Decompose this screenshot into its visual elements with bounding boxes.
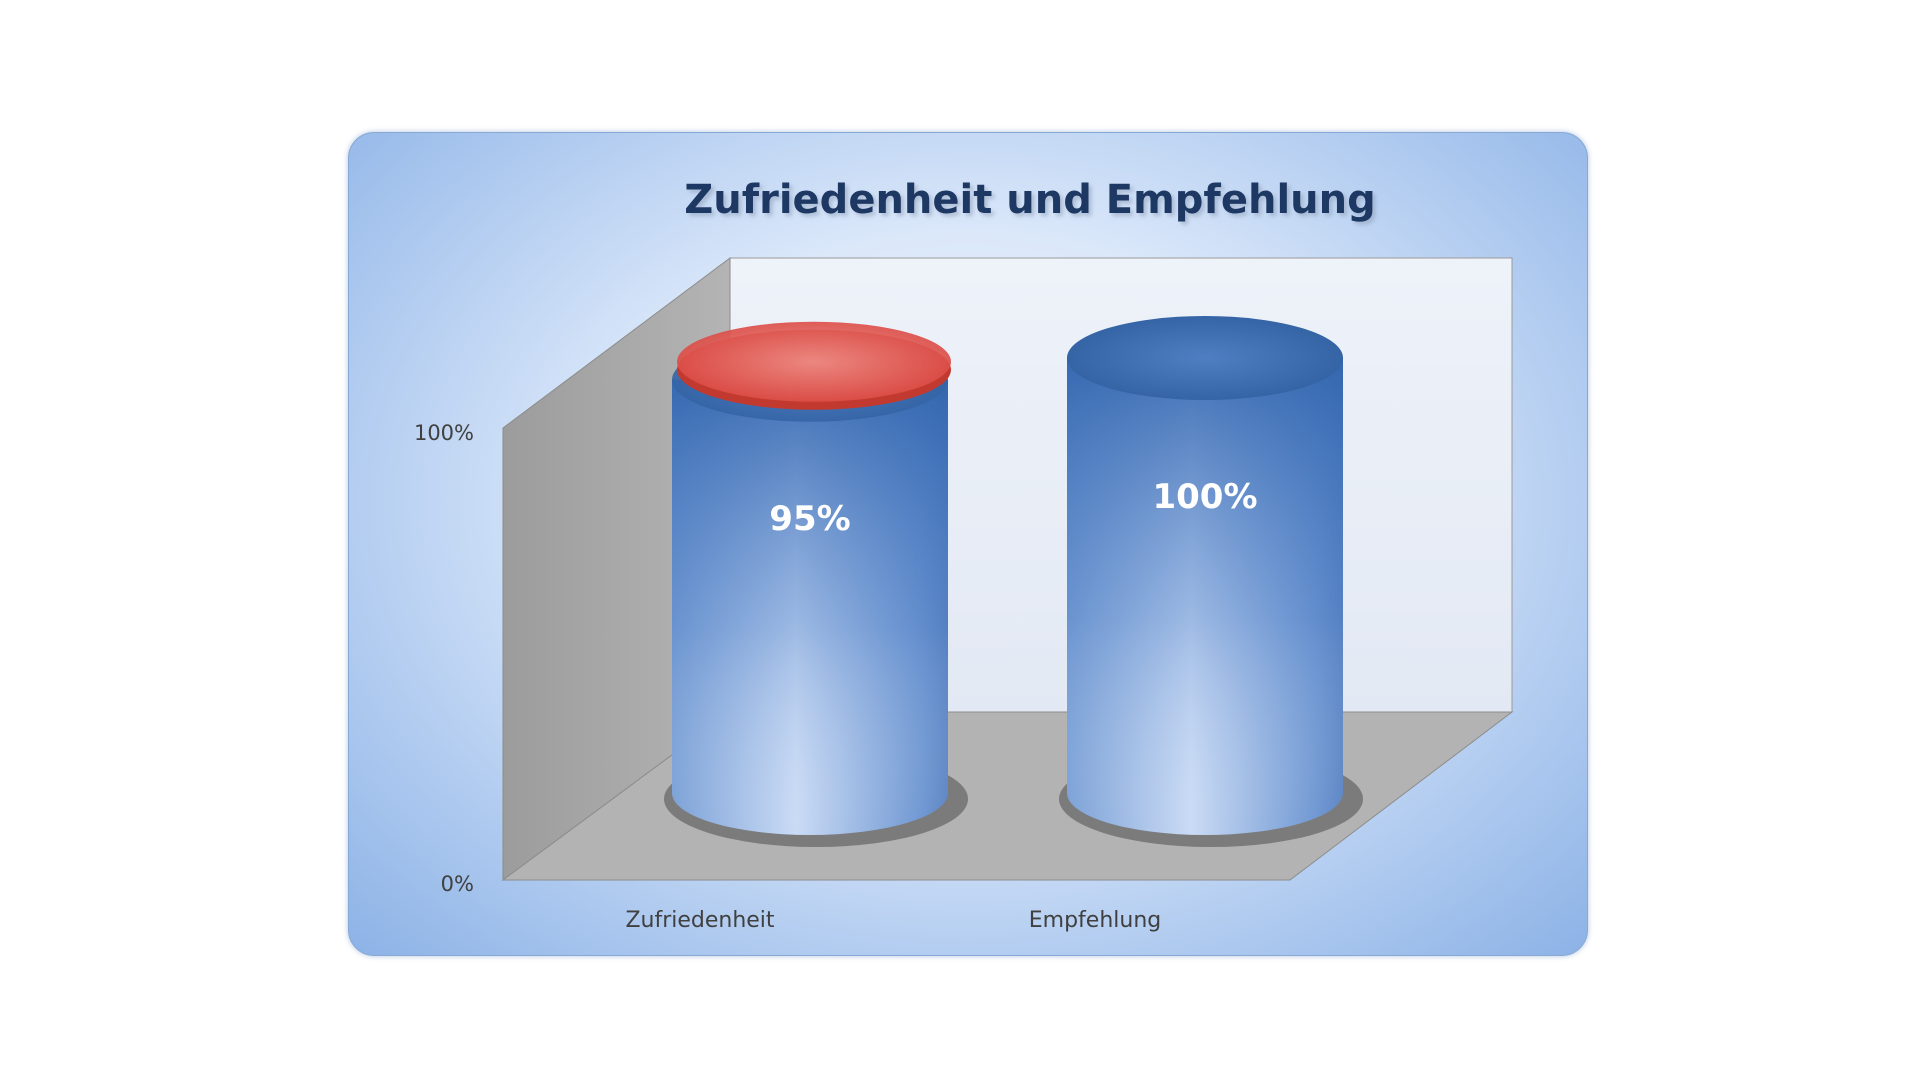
target-rim-zufriedenheit (677, 321, 951, 402)
bar-shading-empfehlung (1067, 358, 1343, 835)
data-label-empfehlung: 100% (1152, 477, 1257, 517)
bar-top-empfehlung (1067, 316, 1343, 400)
bars-group: 95% 100% (664, 316, 1363, 847)
chart-title: Zufriedenheit und Empfehlung (684, 177, 1376, 223)
x-tick-label-empfehlung: Empfehlung (1029, 908, 1161, 933)
x-tick-label-zufriedenheit: Zufriedenheit (625, 908, 774, 933)
y-tick-label-100: 100% (414, 421, 474, 445)
bar-shading-zufriedenheit (672, 379, 948, 835)
data-label-zufriedenheit: 95% (769, 499, 850, 539)
y-tick-label-0: 0% (441, 872, 474, 896)
